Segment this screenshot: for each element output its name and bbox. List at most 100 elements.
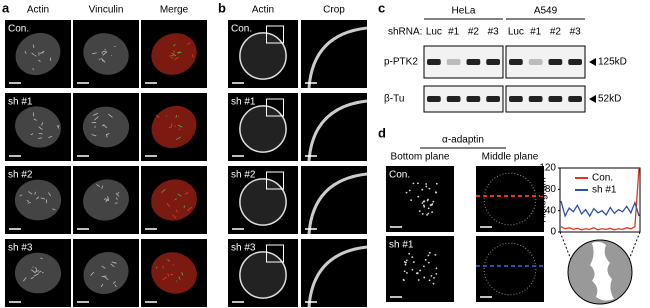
puncta xyxy=(435,182,438,185)
cell xyxy=(151,252,197,294)
fiber xyxy=(174,56,179,61)
puncta xyxy=(403,270,406,273)
puncta xyxy=(412,261,415,263)
fiber xyxy=(30,276,34,279)
fiber xyxy=(174,125,176,128)
arrowhead xyxy=(589,95,596,103)
fiber xyxy=(178,276,181,280)
crop-box xyxy=(266,98,284,117)
fiber xyxy=(101,51,104,54)
band xyxy=(486,59,500,65)
lane-label: Luc xyxy=(508,27,524,38)
puncta xyxy=(408,189,411,192)
fiber xyxy=(40,257,43,260)
fiber xyxy=(42,50,45,54)
lane-label: #3 xyxy=(488,27,500,38)
fiber xyxy=(166,203,171,208)
band xyxy=(466,96,481,102)
fiber xyxy=(33,273,39,277)
series-line xyxy=(560,200,640,218)
row-label: sh #3 xyxy=(231,243,256,254)
lane-label: Luc xyxy=(426,27,442,38)
fiber xyxy=(101,265,106,269)
fiber xyxy=(22,277,27,282)
puncta xyxy=(426,213,428,216)
row-label: sh #3 xyxy=(8,243,33,254)
cell-shape xyxy=(590,241,614,301)
lane-label: #3 xyxy=(570,27,582,38)
band xyxy=(528,96,543,102)
puncta xyxy=(422,204,425,207)
membrane xyxy=(307,245,368,308)
micrograph xyxy=(476,166,544,232)
fiber xyxy=(28,191,33,195)
lane-label: #2 xyxy=(468,27,480,38)
row-label: Con. xyxy=(8,24,29,35)
puncta xyxy=(425,185,428,188)
y-tick-label: 120 xyxy=(539,163,556,174)
column-header: Middle plane xyxy=(482,152,539,163)
fiber xyxy=(181,272,184,276)
y-tick-label: 40 xyxy=(545,205,557,216)
fiber xyxy=(171,52,177,57)
band xyxy=(568,96,582,102)
fiber xyxy=(172,214,177,219)
column-header: Actin xyxy=(27,5,49,16)
fiber xyxy=(32,68,34,71)
fiber xyxy=(117,191,120,194)
cell-outline xyxy=(239,251,287,299)
puncta xyxy=(419,269,422,272)
fiber xyxy=(175,136,181,141)
lane-label: #1 xyxy=(530,27,542,38)
fiber xyxy=(34,191,36,195)
cell-outline xyxy=(483,242,537,296)
cell xyxy=(151,179,197,221)
column-header: Vinculin xyxy=(89,5,124,16)
fiber xyxy=(31,269,36,274)
puncta xyxy=(411,268,414,271)
size-label: 125kD xyxy=(598,57,627,68)
column-header: Merge xyxy=(160,5,189,16)
fiber xyxy=(101,275,107,278)
column-header: Crop xyxy=(323,5,345,16)
fiber xyxy=(106,133,108,138)
fiber xyxy=(173,49,176,54)
fiber xyxy=(112,281,116,284)
puncta xyxy=(423,205,426,208)
fiber xyxy=(110,263,115,268)
cell xyxy=(83,33,129,75)
puncta xyxy=(428,187,431,190)
puncta xyxy=(421,212,424,215)
puncta xyxy=(433,276,435,279)
fiber xyxy=(177,115,180,118)
row-label: sh #2 xyxy=(8,170,33,181)
fiber xyxy=(173,43,176,47)
fiber xyxy=(41,122,44,126)
blot-label: β-Tu xyxy=(384,94,404,105)
fiber xyxy=(177,193,182,197)
puncta xyxy=(421,188,424,191)
puncta xyxy=(417,195,420,198)
puncta xyxy=(417,182,419,185)
panel-label: c xyxy=(378,0,385,15)
cell-line: HeLa xyxy=(452,6,476,17)
fiber xyxy=(90,271,95,276)
fiber xyxy=(27,202,31,204)
fiber xyxy=(38,270,42,273)
band xyxy=(486,96,500,102)
puncta xyxy=(423,200,426,203)
fiber xyxy=(94,116,99,121)
arrowhead xyxy=(589,58,596,66)
y-tick-label: 80 xyxy=(545,184,557,195)
fiber xyxy=(35,267,38,271)
fiber xyxy=(170,273,174,276)
band xyxy=(427,59,441,65)
puncta xyxy=(435,191,438,194)
fiber xyxy=(38,137,43,139)
puncta xyxy=(412,182,415,185)
puncta xyxy=(408,252,411,255)
cell-outline xyxy=(239,105,287,153)
fiber xyxy=(19,194,23,197)
puncta xyxy=(431,203,434,205)
fiber xyxy=(175,209,178,213)
